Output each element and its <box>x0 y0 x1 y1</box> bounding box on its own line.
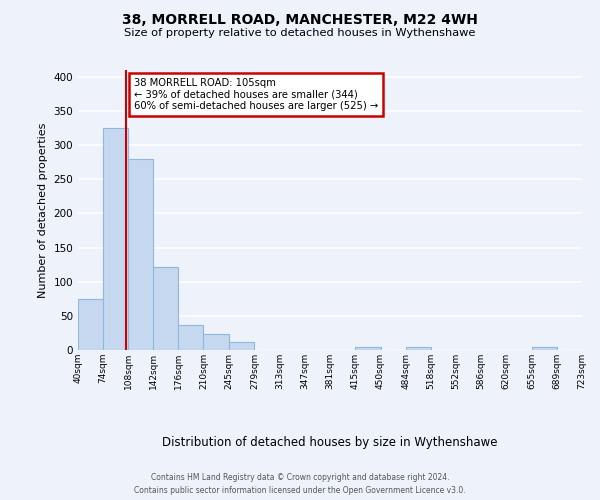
Bar <box>532 346 557 350</box>
Bar <box>153 266 178 350</box>
Bar <box>78 299 103 350</box>
Text: 38 MORRELL ROAD: 105sqm
← 39% of detached houses are smaller (344)
60% of semi-d: 38 MORRELL ROAD: 105sqm ← 39% of detache… <box>134 78 379 112</box>
Text: 38, MORRELL ROAD, MANCHESTER, M22 4WH: 38, MORRELL ROAD, MANCHESTER, M22 4WH <box>122 12 478 26</box>
Bar <box>103 128 128 350</box>
Text: Distribution of detached houses by size in Wythenshawe: Distribution of detached houses by size … <box>162 436 498 449</box>
Bar <box>203 334 229 350</box>
Bar <box>406 346 431 350</box>
Bar <box>128 159 153 350</box>
Bar <box>229 342 254 350</box>
Y-axis label: Number of detached properties: Number of detached properties <box>38 122 48 298</box>
Bar <box>178 324 203 350</box>
Text: Size of property relative to detached houses in Wythenshawe: Size of property relative to detached ho… <box>124 28 476 38</box>
Text: Contains HM Land Registry data © Crown copyright and database right 2024.
Contai: Contains HM Land Registry data © Crown c… <box>134 474 466 495</box>
Bar <box>355 346 380 350</box>
